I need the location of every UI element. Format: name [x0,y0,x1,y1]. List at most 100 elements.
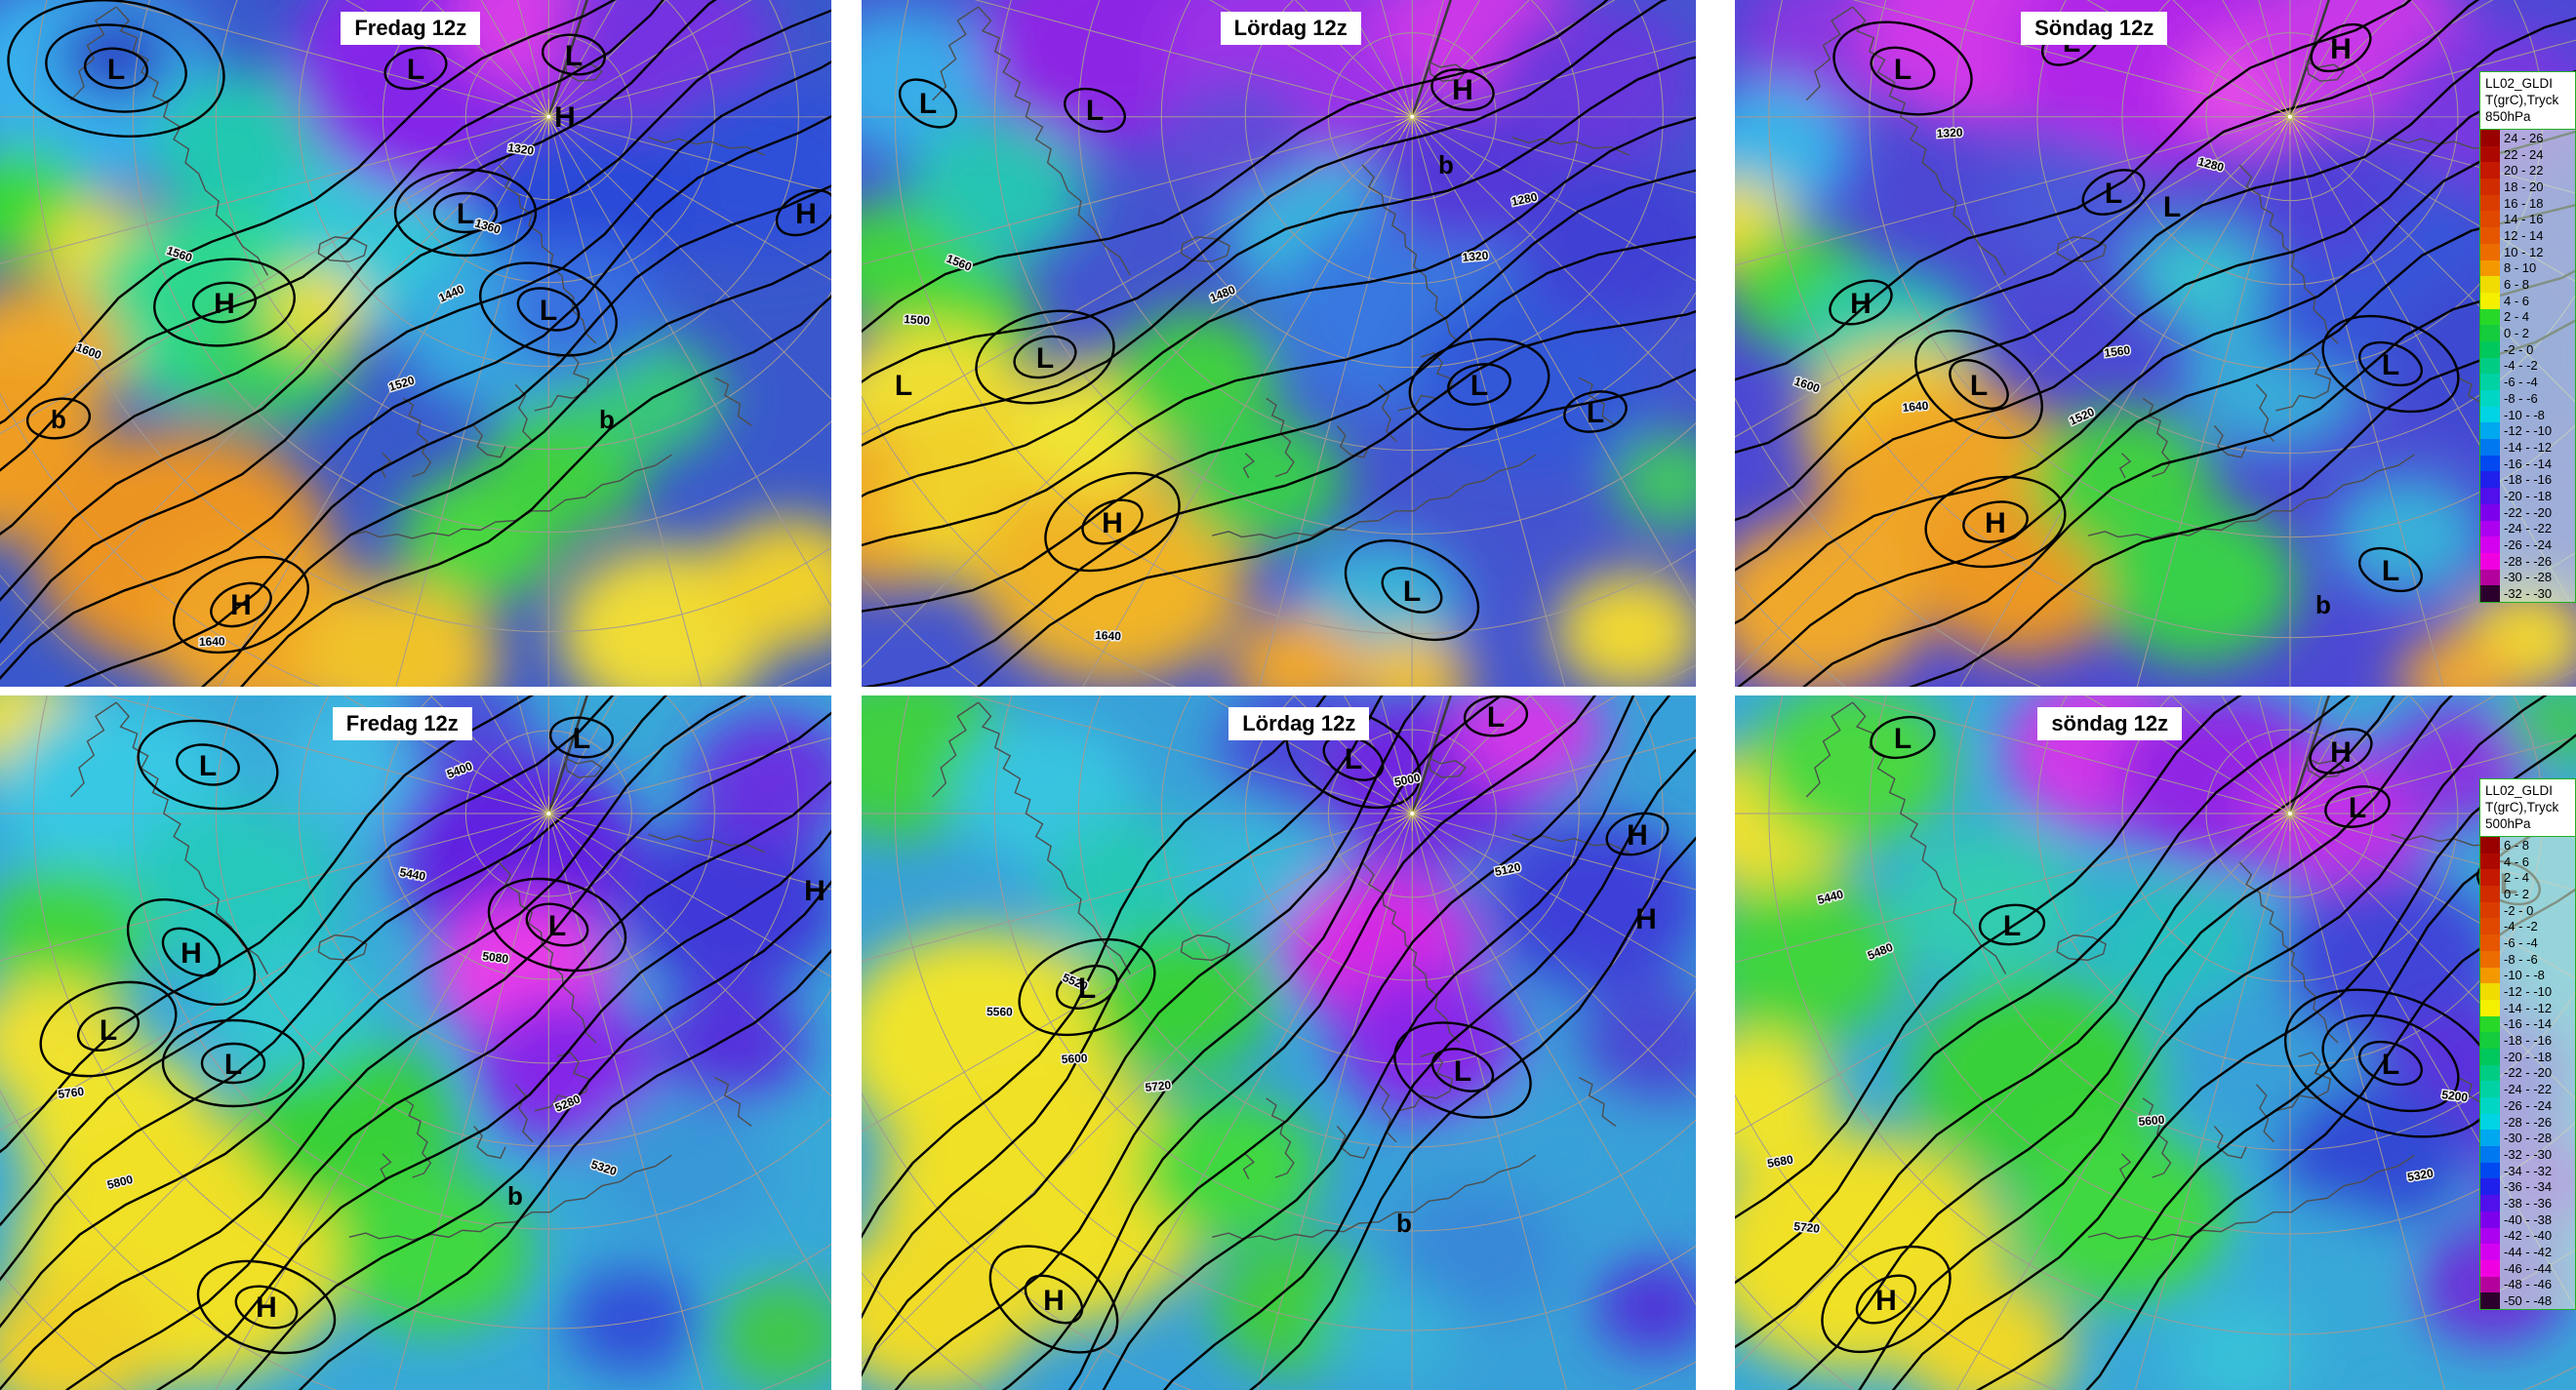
closed-contours [899,68,1628,642]
pressure-marker-H: H [2330,736,2352,769]
svg-text:1320: 1320 [1462,249,1489,264]
legend-header: LL02_GLDI T(grC),Tryck 500hPa [2480,779,2575,837]
map-panel-sondag-850: 164016001560152013201280LLHLLHLLHLb Sönd… [1735,0,2576,687]
legend-row: 16 - 18 [2480,194,2575,212]
legend-swatch [2480,1195,2500,1211]
legend-row: 12 - 14 [2480,227,2575,244]
legend-range-label: 16 - 18 [2504,195,2544,211]
pressure-marker-L: L [1587,397,1604,429]
legend-row: -24 - -22 [2480,1081,2575,1097]
legend-range-label: -4 - -2 [2504,358,2538,374]
legend-row: 4 - 6 [2480,292,2575,309]
svg-text:1320: 1320 [1936,126,1963,140]
legend-range-label: -16 - -14 [2504,1016,2553,1032]
legend-row: 6 - 8 [2480,276,2575,293]
legend-range-label: -22 - -20 [2504,1065,2553,1081]
legend-swatch [2480,950,2500,968]
pressure-marker-H: H [230,589,252,621]
legend-row: -38 - -36 [2480,1195,2575,1211]
legend-row: -14 - -12 [2480,999,2575,1016]
legend-level: 500hPa [2485,816,2531,831]
pressure-contours [0,695,831,1390]
pressure-marker-H: H [1452,74,1473,106]
map-canvas: 5440548057205680520053205600LHLLLLH [1735,695,2576,1390]
pressure-marker-L: L [565,40,583,72]
panel-title: Lördag 12z [1228,707,1370,740]
pressure-markers: L L H H L Lb H [1043,701,1657,1317]
pressure-marker-H: H [181,937,202,970]
legend-row: -16 - -14 [2480,455,2575,472]
legend-range-label: -10 - -8 [2504,407,2545,422]
legend-swatch [2480,918,2500,935]
legend-range-label: -26 - -24 [2504,537,2553,553]
legend-range-label: 6 - 8 [2504,837,2530,853]
pressure-contours [862,0,1696,687]
legend-row: -48 - -46 [2480,1276,2575,1293]
pressure-marker-L: L [573,723,590,755]
legend-swatch [2480,488,2500,504]
legend-row: -24 - -22 [2480,520,2575,537]
legend-swatch [2480,1178,2500,1196]
legend-swatch [2480,1113,2500,1131]
legend-swatch [2480,552,2500,570]
legend-swatch [2480,325,2500,341]
legend-level: 850hPa [2485,109,2531,124]
legend-range-label: -20 - -18 [2504,488,2553,503]
pole-star-icon [2272,795,2308,832]
legend-swatch [2480,1292,2500,1309]
legend-swatch [2480,869,2500,887]
svg-text:1640: 1640 [1095,628,1122,643]
svg-text:5320: 5320 [2406,1166,2435,1183]
svg-text:5000: 5000 [1393,771,1422,789]
pressure-contours [1735,0,2576,687]
legend-row: -40 - -38 [2480,1211,2575,1228]
pressure-marker-L: L [1970,370,1988,402]
pressure-marker-b: b [599,405,615,434]
meridian-seam [547,695,589,814]
pressure-contours [862,695,1696,1390]
pressure-marker-H: H [1985,507,2006,539]
legend-range-label: 10 - 12 [2504,244,2544,259]
legend-swatch [2480,259,2500,277]
pressure-marker-L: L [107,54,125,86]
legend-swatch [2480,130,2500,146]
legend-swatch [2480,179,2500,195]
legend-rows: 24 - 26 22 - 24 20 - 22 18 - 20 16 - 18 14 - … [2480,130,2575,602]
legend-range-label: 2 - 4 [2504,870,2530,886]
legend-swatch [2480,983,2500,1000]
legend-row: -4 - -2 [2480,357,2575,375]
panel-title: söndag 12z [2037,707,2183,740]
svg-text:5720: 5720 [1793,1219,1821,1236]
legend-range-label: -8 - -6 [2504,951,2538,967]
legend-range-label: -32 - -30 [2504,1146,2553,1162]
legend-range-label: 6 - 8 [2504,277,2530,293]
legend-range-label: -30 - -28 [2504,1131,2553,1146]
legend-row: 10 - 12 [2480,243,2575,260]
meridian-seam [547,0,589,118]
legend-range-label: -2 - 0 [2504,341,2534,357]
legend-range-label: 4 - 6 [2504,854,2530,869]
graticule [0,0,831,687]
map-panel-sondag-500: 5440548057205680520053205600LHLLLLH sönd… [1735,695,2576,1390]
meridian-seam [2288,695,2331,814]
legend-range-label: -34 - -32 [2504,1163,2553,1178]
pressure-marker-b: b [507,1181,523,1211]
legend-swatch [2480,837,2500,854]
svg-text:5440: 5440 [398,865,426,883]
legend-swatch [2480,1032,2500,1049]
pressure-marker-L: L [1487,701,1505,734]
pressure-contours [0,0,831,687]
legend-swatch [2480,967,2500,984]
pressure-marker-L: L [2163,191,2181,223]
map-canvas: 164016001560152013201280LLHLLHLLHLb [1735,0,2576,687]
legend-row: -10 - -8 [2480,406,2575,423]
legend-row: 2 - 4 [2480,308,2575,326]
panel-title: Fredag 12z [332,707,472,740]
pole-star-icon [1394,796,1430,831]
legend-range-label: -8 - -6 [2504,390,2538,406]
